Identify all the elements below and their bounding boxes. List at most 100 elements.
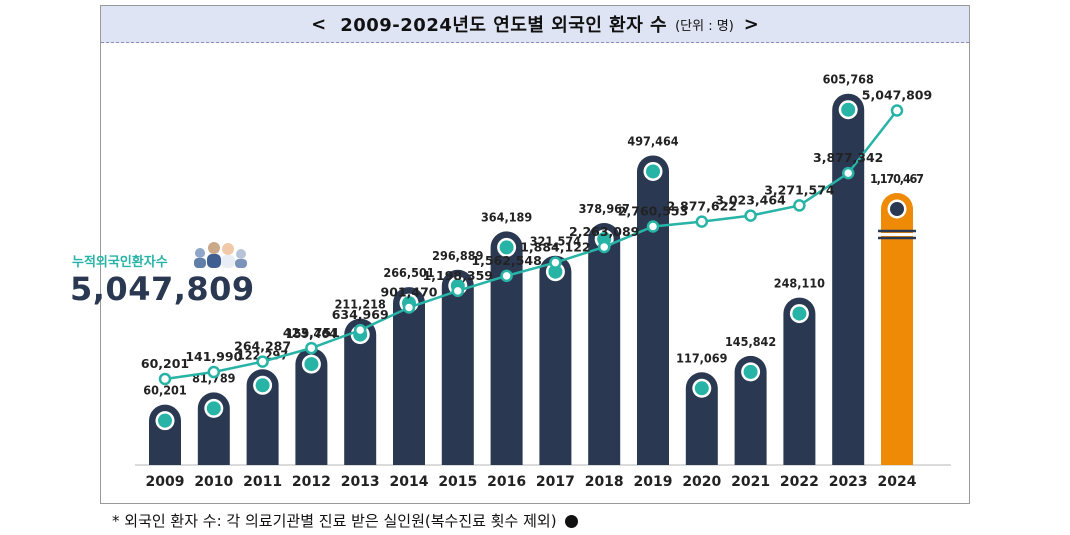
bar-2021 bbox=[734, 355, 767, 465]
bar-2019 bbox=[637, 155, 669, 465]
line-value-label-2017: 1,884,122 bbox=[520, 240, 590, 255]
bar-value-label-2021: 145,842 bbox=[725, 334, 776, 349]
bar-marker-dot-2017 bbox=[548, 264, 563, 279]
bar-marker-dot-2022 bbox=[792, 306, 807, 321]
bar-2024 bbox=[881, 193, 913, 465]
bar-2015 bbox=[441, 269, 474, 465]
line-value-label-2020: 2,877,622 bbox=[667, 199, 737, 214]
cumulative-value: 5,047,809 bbox=[70, 270, 255, 308]
chart-title-bar: < 2009-2024년도 연도별 외국인 환자 수 (단위 : 명) > bbox=[101, 6, 969, 43]
bar-marker-dot-2011 bbox=[255, 378, 270, 393]
line-value-label-2016: 1,562,548 bbox=[471, 253, 541, 268]
line-value-label-2023: 3,877,342 bbox=[813, 150, 883, 165]
people-icon bbox=[194, 242, 247, 268]
bar-value-label-2018: 378,967 bbox=[579, 201, 630, 216]
line-value-label-2010: 141,990 bbox=[185, 349, 242, 364]
line-point-2016 bbox=[500, 269, 513, 283]
footnote: * 외국인 환자 수: 각 의료기관별 진료 받은 실인원(복수진료 횟수 제외… bbox=[112, 510, 578, 531]
bar-value-label-2019: 497,464 bbox=[627, 133, 678, 148]
line-point-2024 bbox=[890, 104, 904, 117]
chart-title: 2009-2024년도 연도별 외국인 환자 수 bbox=[340, 15, 668, 36]
x-tick-label-2021: 2021 bbox=[731, 474, 770, 490]
x-tick-label-2009: 2009 bbox=[146, 474, 185, 490]
line-value-label-2014: 901,470 bbox=[381, 284, 438, 299]
bar-value-label-2009: 60,201 bbox=[143, 383, 187, 398]
line-point-2022 bbox=[793, 199, 806, 212]
bar-value-label-2023: 605,768 bbox=[823, 72, 874, 87]
line-point-2020 bbox=[695, 215, 709, 228]
x-tick-label-2013: 2013 bbox=[341, 474, 380, 490]
bar-value-label-2017: 321,574 bbox=[530, 234, 581, 249]
bar-value-label-2024: 1,170,467 bbox=[870, 171, 924, 186]
cumulative-line bbox=[164, 109, 898, 381]
bar-value-label-2013: 211,218 bbox=[335, 297, 386, 312]
line-point-2014 bbox=[402, 301, 416, 314]
x-tick-label-2024: 2024 bbox=[878, 474, 917, 490]
bar-marker-dot-2016 bbox=[499, 240, 514, 255]
line-value-label-2009: 60,201 bbox=[141, 356, 189, 371]
bar-value-label-2022: 248,110 bbox=[774, 276, 825, 291]
line-point-2017 bbox=[549, 256, 562, 269]
chart-canvas: 60,201200981,7892010122,2972011159,46420… bbox=[135, 72, 951, 490]
x-tick-label-2022: 2022 bbox=[780, 474, 819, 490]
bar-value-label-2016: 364,189 bbox=[481, 209, 532, 224]
bar-marker-dot-2020 bbox=[694, 381, 709, 396]
x-tick-label-2023: 2023 bbox=[829, 474, 868, 490]
bar-value-label-2015: 296,889 bbox=[432, 248, 483, 263]
line-point-2015 bbox=[451, 284, 465, 298]
bar-2022 bbox=[783, 297, 816, 465]
line-point-2010 bbox=[207, 365, 221, 379]
line-value-label-2019: 2,760,553 bbox=[618, 203, 688, 218]
x-tick-label-2017: 2017 bbox=[536, 474, 575, 490]
line-point-2019 bbox=[646, 220, 660, 233]
x-tick-label-2015: 2015 bbox=[438, 474, 477, 490]
x-tick-label-2020: 2020 bbox=[682, 474, 721, 490]
bar-2018 bbox=[588, 222, 621, 465]
x-tick-label-2016: 2016 bbox=[487, 474, 526, 490]
bar-value-label-2014: 266,501 bbox=[383, 265, 434, 280]
bar-marker-dot-2023 bbox=[841, 102, 856, 117]
bar-2013 bbox=[344, 318, 377, 465]
line-point-2018 bbox=[597, 240, 611, 254]
chart-unit: (단위 : 명) bbox=[675, 18, 734, 34]
bar-2023 bbox=[832, 93, 865, 465]
line-point-2012 bbox=[305, 341, 318, 355]
line-point-2011 bbox=[256, 355, 269, 368]
line-value-label-2018: 2,263,089 bbox=[569, 224, 639, 239]
bar-2012 bbox=[295, 348, 328, 465]
title-close-bracket: > bbox=[743, 13, 759, 35]
cumulative-label: 누적외국인환자수 bbox=[72, 255, 168, 270]
bar-marker-dot-2010 bbox=[206, 401, 221, 416]
bar-2011 bbox=[246, 369, 279, 465]
x-tick-label-2012: 2012 bbox=[292, 474, 331, 490]
x-tick-label-2014: 2014 bbox=[390, 474, 429, 490]
line-value-label-2024: 5,047,809 bbox=[862, 87, 932, 102]
line-point-2021 bbox=[744, 209, 757, 222]
bar-marker-dot-2012 bbox=[304, 357, 319, 372]
line-value-label-2021: 3,023,464 bbox=[715, 193, 786, 208]
bullet-dot-icon bbox=[564, 515, 578, 528]
x-tick-label-2011: 2011 bbox=[243, 474, 282, 490]
bar-2017 bbox=[539, 255, 572, 465]
bar-value-label-2020: 117,069 bbox=[676, 350, 727, 365]
footnote-text: * 외국인 환자 수: 각 의료기관별 진료 받은 실인원(복수진료 횟수 제외… bbox=[112, 512, 557, 530]
line-point-2013 bbox=[353, 323, 367, 337]
chart-frame: < 2009-2024년도 연도별 외국인 환자 수 (단위 : 명) > 60… bbox=[100, 5, 970, 504]
bar-marker-dot-2009 bbox=[158, 413, 172, 428]
bar-marker-dot-2019 bbox=[646, 164, 660, 179]
line-value-label-2015: 1,198,359 bbox=[423, 268, 493, 283]
bar-value-label-2012: 159,464 bbox=[286, 326, 337, 341]
bar-marker-dot-2021 bbox=[743, 364, 758, 379]
axis-break-gap bbox=[878, 233, 916, 236]
bar-marker-dot-2024 bbox=[890, 202, 904, 216]
line-value-label-2012: 423,751 bbox=[283, 325, 340, 340]
x-tick-label-2019: 2019 bbox=[634, 474, 673, 490]
line-value-label-2022: 3,271,574 bbox=[764, 182, 835, 197]
line-point-2009 bbox=[158, 372, 172, 386]
line-value-label-2011: 264,287 bbox=[234, 339, 291, 354]
bar-2020 bbox=[685, 372, 718, 465]
x-tick-label-2010: 2010 bbox=[194, 474, 233, 490]
title-open-bracket: < bbox=[311, 13, 327, 35]
line-point-2023 bbox=[841, 166, 855, 180]
bar-2014 bbox=[393, 287, 425, 465]
